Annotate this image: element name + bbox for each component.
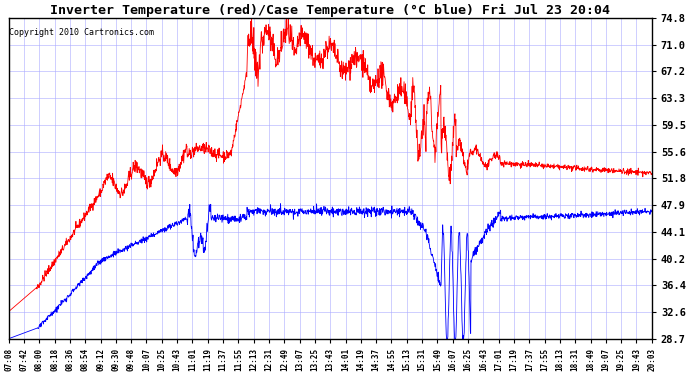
Title: Inverter Temperature (red)/Case Temperature (°C blue) Fri Jul 23 20:04: Inverter Temperature (red)/Case Temperat… (50, 4, 610, 17)
Text: Copyright 2010 Cartronics.com: Copyright 2010 Cartronics.com (9, 28, 155, 37)
